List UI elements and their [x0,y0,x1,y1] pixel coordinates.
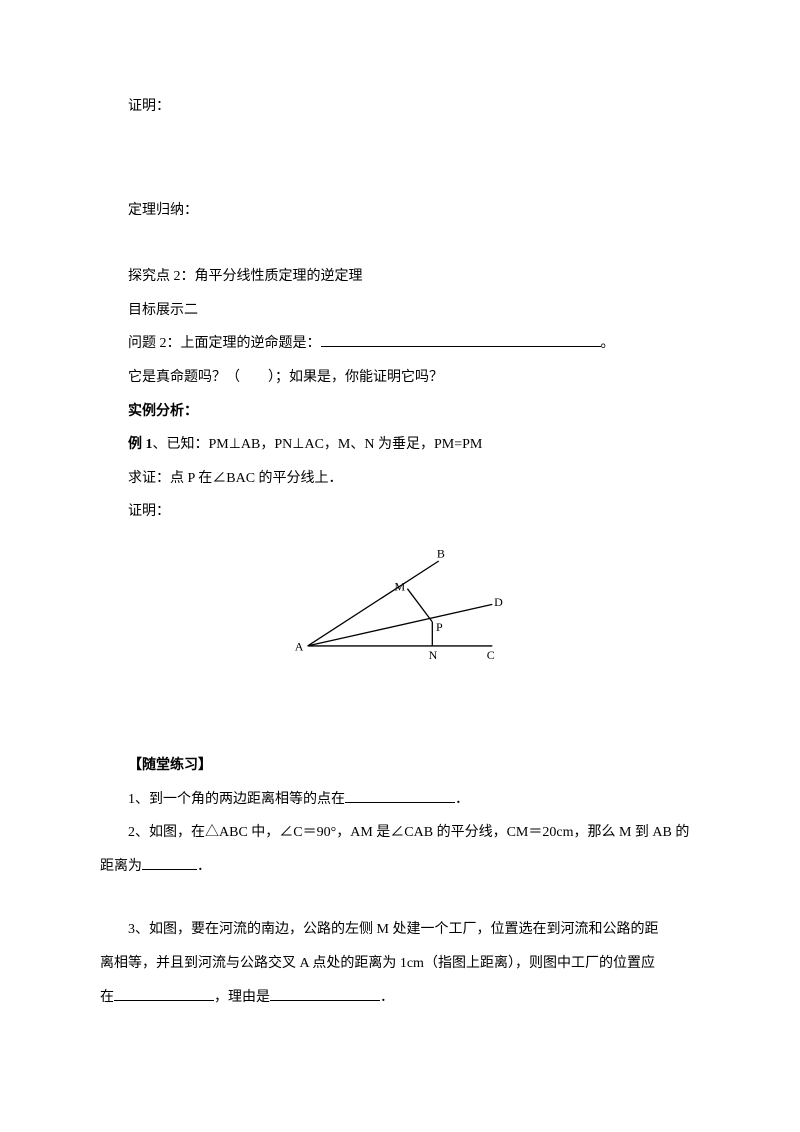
diagram-container: A B C D M NP [100,539,700,679]
svg-text:P: P [436,620,443,634]
blank-fill [321,329,601,347]
svg-text:D: D [494,595,503,609]
analysis-heading: 实例分析： [100,395,700,429]
ex1-prefix: 例 1 [128,437,153,452]
q2b-text: 距离为 [100,859,142,874]
practice-q3c: 在 ，理由是 ． [100,981,700,1015]
spacer [100,699,700,749]
q1-end: ． [455,792,469,807]
q2-suffix: 。 [601,336,615,351]
blank-fill [142,852,197,870]
q3c-end: ． [380,990,394,1005]
ex1-prove: 求证：点 P 在∠BAC 的平分线上． [100,462,700,496]
blank-fill [114,983,214,1001]
ex1-proof: 证明： [100,495,700,529]
example1: 例 1、已知：PM⊥AB，PN⊥AC，M、N 为垂足，PM=PM [100,428,700,462]
q1-text: 1、到一个角的两边距离相等的点在 [128,792,345,807]
angle-bisector-diagram: A B C D M NP [280,539,520,679]
practice-q3a: 3、如图，要在河流的南边，公路的左侧 M 处建一个工厂，位置选在到河流和公路的距 [100,913,700,947]
ex1-body: 、已知：PM⊥AB，PN⊥AC，M、N 为垂足，PM=PM [153,437,483,452]
practice-q2a: 2、如图，在△ABC 中，∠C＝90°，AM 是∠CAB 的平分线，CM＝20c… [100,816,700,850]
proof-label: 证明： [100,90,700,124]
q3c-mid: ，理由是 [214,990,270,1005]
section2-goal: 目标展示二 [100,294,700,328]
blank-fill [345,785,455,803]
blank-fill [270,983,380,1001]
practice-q1: 1、到一个角的两边距离相等的点在 ． [100,783,700,817]
svg-text:C: C [487,648,495,662]
svg-text:B: B [437,546,445,560]
section2-title: 探究点 2：角平分线性质定理的逆定理 [100,260,700,294]
q3c-prefix: 在 [100,990,114,1005]
svg-text:M: M [394,579,405,593]
spacer [100,227,700,260]
practice-q2b: 距离为 ． [100,850,700,884]
practice-q3b: 离相等，并且到河流与公路交叉 A 点处的距离为 1cm（指图上距离），则图中工厂… [100,947,700,981]
q2-follow: 它是真命题吗？（ ）；如果是，你能证明它吗？ [100,361,700,395]
theorem-label: 定理归纳： [100,194,700,228]
svg-text:A: A [295,639,304,653]
spacer [100,883,700,913]
svg-text:N: N [429,648,438,662]
spacer [100,124,700,194]
question2: 问题 2：上面定理的逆命题是： 。 [100,327,700,361]
q2b-end: ． [197,859,211,874]
practice-heading: 【随堂练习】 [100,749,700,783]
q2-prefix: 问题 2：上面定理的逆命题是： [128,336,321,351]
